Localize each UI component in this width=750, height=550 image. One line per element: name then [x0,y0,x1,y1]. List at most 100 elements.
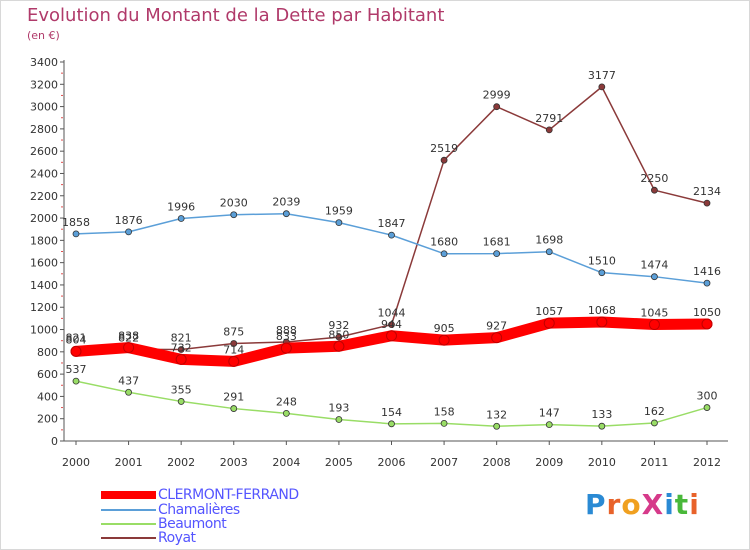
data-label: 2134 [693,185,721,198]
data-point [282,210,290,218]
data-label: 1050 [693,306,721,319]
data-point [125,388,132,396]
data-point [703,404,711,411]
x-tick-label: 2000 [62,456,90,469]
data-point [545,421,553,429]
y-tick-label: 1200 [30,301,58,314]
data-point [175,353,187,365]
data-point [598,422,606,430]
data-label: 2999 [483,89,511,102]
data-label: 248 [276,395,297,408]
y-tick-label: 3000 [30,101,58,114]
data-point [651,273,658,281]
data-label: 193 [328,401,349,414]
data-point [388,231,395,239]
x-tick-label: 2008 [483,456,511,469]
data-label: 2519 [430,142,458,155]
data-label: 2250 [640,172,668,185]
data-label: 1996 [167,201,195,214]
x-tick-label: 2007 [430,456,458,469]
data-point [703,279,711,287]
data-label: 1959 [325,205,353,218]
data-label: 888 [276,324,297,337]
data-point [333,340,345,352]
data-label: 804 [66,333,87,346]
data-point [598,269,606,277]
data-label: 732 [171,341,192,354]
data-point [282,409,290,417]
y-tick-label: 2800 [30,123,58,136]
data-point [493,422,501,430]
x-tick-label: 2004 [272,456,300,469]
x-tick-label: 2002 [167,456,195,469]
y-tick-label: 1400 [30,279,58,292]
data-label: 1045 [640,307,668,320]
x-tick-label: 2011 [640,456,668,469]
data-label: 833 [276,330,297,343]
data-label: 2030 [220,197,248,210]
y-tick-label: 800 [37,346,58,359]
data-label: 162 [644,405,665,418]
data-label: 1510 [588,255,616,268]
x-tick-label: 2005 [325,456,353,469]
data-label: 1847 [378,217,406,230]
y-tick-label: 1000 [30,324,58,337]
data-label: 2791 [535,112,563,125]
data-point [491,332,503,344]
data-label: 944 [381,318,402,331]
data-label: 1068 [588,304,616,317]
data-label: 291 [223,391,244,404]
data-point [228,355,240,367]
proxiti-logo: ProXiti [585,488,700,521]
y-tick-label: 600 [37,368,58,381]
data-point [651,419,658,427]
data-point [70,345,82,357]
data-label: 850 [328,328,349,341]
data-point [596,316,608,328]
data-label: 905 [434,322,455,335]
legend-swatch [101,490,156,499]
data-label: 1876 [115,214,143,227]
legend-item-clermont-ferrand: CLERMONT-FERRAND [101,487,299,503]
data-label: 838 [118,330,139,343]
data-point [125,228,132,236]
y-tick-label: 2000 [30,212,58,225]
x-tick-label: 2003 [220,456,248,469]
legend-swatch [101,522,156,525]
legend-label: Beaumont [158,515,227,532]
chart-subtitle: (en €) [27,29,60,42]
data-point [545,126,553,134]
data-point [177,215,185,222]
data-point [123,342,135,354]
data-point [543,317,555,329]
legend-label: Royat [158,529,196,546]
y-tick-label: 0 [51,435,58,448]
y-tick-label: 3400 [30,56,58,69]
data-label: 355 [171,383,192,396]
data-point [388,321,395,329]
data-point [493,250,501,258]
data-point [440,419,448,427]
x-tick-label: 2010 [588,456,616,469]
data-point [648,319,660,331]
data-point [386,330,397,342]
data-point [335,333,343,341]
y-tick-label: 200 [37,413,58,426]
x-tick-label: 2009 [535,456,563,469]
data-point [230,211,238,219]
data-label: 537 [66,363,87,376]
data-point [440,156,448,164]
data-label: 133 [591,408,612,421]
chart-title: Evolution du Montant de la Dette par Hab… [27,5,445,26]
data-label: 1681 [483,236,511,249]
data-point [388,420,395,428]
data-label: 1698 [535,234,563,247]
legend-item-royat: Royat [101,529,196,546]
y-tick-label: 2600 [30,145,58,158]
x-tick-label: 2001 [115,456,143,469]
data-point [493,103,501,111]
x-tick-label: 2012 [693,456,721,469]
data-point [545,248,553,256]
data-label: 158 [434,405,455,418]
